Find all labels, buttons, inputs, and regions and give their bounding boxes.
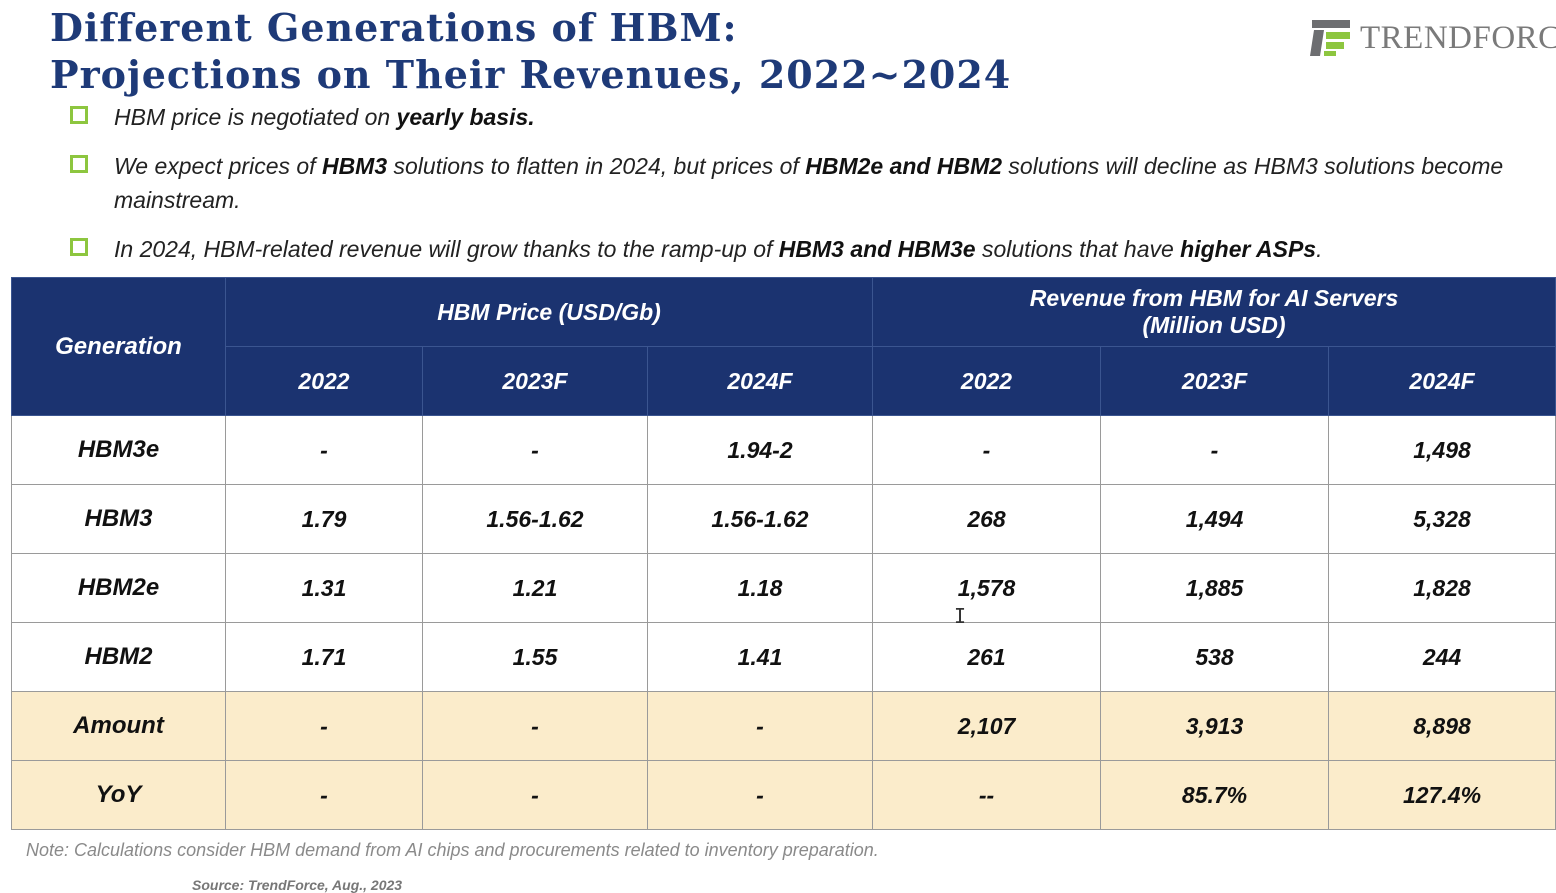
bullet-square-icon — [70, 238, 88, 256]
table-row: YoY - - - -- 85.7% 127.4% — [11, 760, 1556, 830]
bullet-bold-text: HBM3 and HBM3e — [778, 236, 976, 262]
value-cell: 1.56-1.62 — [646, 484, 874, 554]
bullet-item: In 2024, HBM-related revenue will grow t… — [68, 232, 1538, 266]
bullet-square-icon — [70, 155, 88, 173]
value-cell: 1,494 — [1100, 484, 1330, 554]
generation-header: Generation — [11, 277, 226, 416]
page-title: Different Generations of HBM: Projection… — [50, 4, 1011, 98]
note-text: Note: Calculations consider HBM demand f… — [26, 840, 879, 860]
value-cell: 244 — [1328, 622, 1556, 692]
text-cursor-icon: I — [954, 604, 967, 628]
hbm-table: Generation HBM Price (USD/Gb) Revenue fr… — [11, 277, 1556, 830]
table-row: Amount - - -2,107 3,913 8,898 — [11, 691, 1556, 761]
value-cell: 1.18 — [646, 553, 874, 623]
bullet-text: . — [1316, 236, 1323, 262]
value-cell: - — [1100, 415, 1330, 485]
table-row: HBM3 1.79 1.56-1.62 1.56-1.62 268 1,494 5,328 — [11, 484, 1556, 554]
year-header: 2022 — [872, 346, 1102, 416]
table-row: HBM2 1.71 1.55 1.41 261 538 244 — [11, 622, 1556, 692]
bullet-bold-text: yearly basis. — [396, 104, 535, 130]
value-cell: - — [646, 760, 874, 830]
value-cell: - — [646, 691, 874, 761]
value-cell: 1.31 — [225, 553, 423, 623]
value-cell: 1.79 — [225, 484, 423, 554]
value-cell: 1,828 — [1328, 553, 1556, 623]
value-cell: 127.4% — [1328, 760, 1556, 830]
bullet-list: HBM price is negotiated on yearly basis.… — [68, 100, 1538, 281]
year-header: 2023F — [1100, 346, 1330, 416]
table-body: HBM3e - -1.94-2- -1,498 HBM3 1.79 1.56-1.62 1.5… — [11, 415, 1556, 830]
bullet-text: We expect prices of — [114, 153, 322, 179]
revenue-header: Revenue from HBM for AI Servers (Million… — [872, 277, 1556, 347]
bullet-text: solutions will decline as HBM3 solutions… — [114, 153, 1504, 213]
value-cell: 85.7% — [1100, 760, 1330, 830]
trendforce-logo: TRENDFORCE — [1310, 16, 1556, 60]
bullet-item: We expect prices of HBM3 solutions to fl… — [68, 149, 1538, 217]
value-cell: 538 — [1100, 622, 1330, 692]
price-header: HBM Price (USD/Gb) — [224, 277, 874, 347]
value-cell: 1.71 — [225, 622, 423, 692]
year-header: 2024F — [646, 346, 874, 416]
year-header: 2022 — [225, 346, 423, 416]
value-cell: - — [225, 415, 423, 485]
bullet-bold-text: HBM3 — [321, 153, 388, 179]
value-cell: 1.56-1.62 — [422, 484, 648, 554]
trendforce-logo-icon — [1310, 20, 1350, 56]
bullet-bold-text: HBM2e and HBM2 — [805, 153, 1003, 179]
generation-cell: HBM3e — [11, 415, 226, 485]
generation-cell: HBM2 — [11, 622, 226, 692]
bullet-text: solutions that have — [975, 236, 1181, 262]
value-cell: 1.55 — [422, 622, 648, 692]
value-cell: 8,898 — [1328, 691, 1556, 761]
generation-cell: YoY — [11, 760, 226, 830]
table-row: HBM2e 1.31 1.21 1.18 1,578 1,885 1,828 — [11, 553, 1556, 623]
table-row: HBM3e - -1.94-2- -1,498 — [11, 415, 1556, 485]
year-header-row: 2022 2023F 2024F 2022 2023F 2024F — [12, 346, 1556, 416]
bullet-bold-text: higher ASPs — [1180, 236, 1317, 262]
value-cell: 5,328 — [1328, 484, 1556, 554]
year-header: 2024F — [1328, 346, 1556, 416]
bullet-item: HBM price is negotiated on yearly basis. — [68, 100, 1538, 134]
value-cell: - — [422, 691, 648, 761]
value-cell: -- — [872, 760, 1102, 830]
value-cell: - — [422, 415, 648, 485]
generation-cell: Amount — [11, 691, 226, 761]
value-cell: 3,913 — [1100, 691, 1330, 761]
title-line-1: Different Generations of HBM: — [50, 5, 738, 50]
value-cell: 1.21 — [422, 553, 648, 623]
value-cell: 1,578 — [872, 553, 1102, 623]
bullet-square-icon — [70, 106, 88, 124]
bullet-text: HBM price is negotiated on — [114, 104, 397, 130]
value-cell: 261 — [872, 622, 1102, 692]
revenue-header-line-1: Revenue from HBM for AI Servers — [1029, 285, 1399, 311]
logo-text: TRENDFORCE — [1360, 19, 1556, 56]
value-cell: - — [225, 760, 423, 830]
value-cell: 1,498 — [1328, 415, 1556, 485]
value-cell: 1,885 — [1100, 553, 1330, 623]
generation-cell: HBM3 — [11, 484, 226, 554]
value-cell: 268 — [872, 484, 1102, 554]
value-cell: - — [872, 415, 1102, 485]
value-cell: 2,107 — [872, 691, 1102, 761]
bullet-text: In 2024, HBM-related revenue will grow t… — [114, 236, 779, 262]
title-line-2: Projections on Their Revenues, 2022~2024 — [50, 52, 1012, 97]
value-cell: 1.41 — [646, 622, 874, 692]
value-cell: - — [422, 760, 648, 830]
generation-cell: HBM2e — [11, 553, 226, 623]
value-cell: - — [225, 691, 423, 761]
source-text: Source: TrendForce, Aug., 2023 — [192, 877, 403, 893]
value-cell: 1.94-2 — [646, 415, 874, 485]
year-header: 2023F — [422, 346, 648, 416]
revenue-header-line-2: (Million USD) — [1142, 312, 1286, 338]
bullet-text: solutions to flatten in 2024, but prices… — [387, 153, 806, 179]
